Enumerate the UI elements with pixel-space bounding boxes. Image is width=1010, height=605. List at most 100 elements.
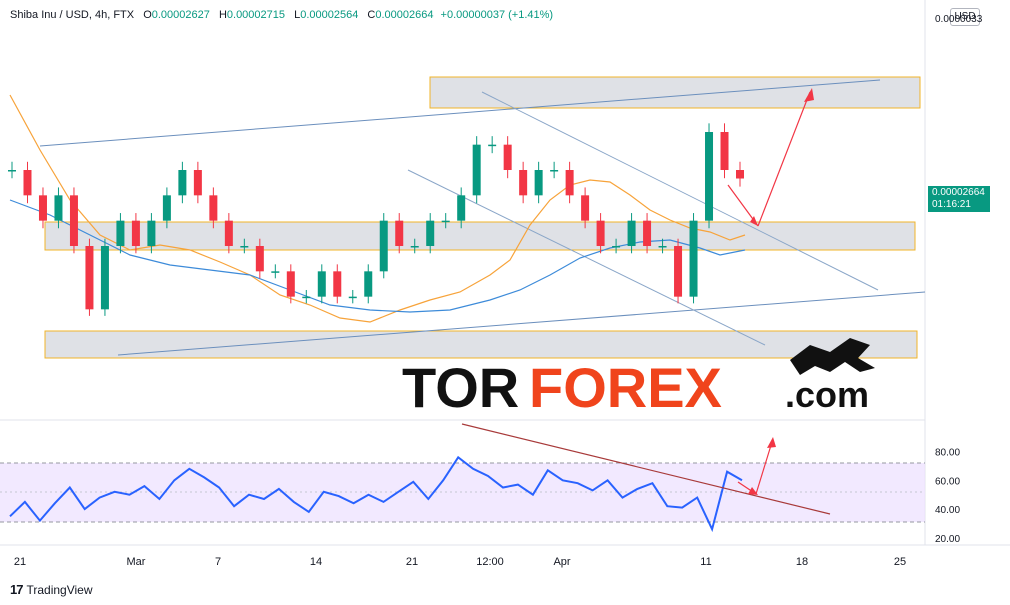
time-tick-label: 11 bbox=[700, 556, 711, 568]
candle-body bbox=[720, 132, 729, 170]
high-value: 0.00002715 bbox=[226, 9, 286, 21]
candle-body bbox=[255, 246, 264, 272]
tradingview-footer[interactable]: 17 TradingView bbox=[10, 582, 93, 597]
pullback-arrow-head bbox=[750, 216, 758, 226]
candle-body bbox=[8, 170, 16, 172]
candle-body bbox=[627, 220, 636, 246]
watermark-brand-left: TOR bbox=[402, 356, 519, 419]
candle-body bbox=[503, 144, 512, 170]
rsi-pullback-arrow-head bbox=[748, 487, 758, 495]
candle-body bbox=[54, 195, 63, 221]
candle-body bbox=[488, 144, 497, 147]
chart-canvas[interactable]: 0.00000330.000032000.000031000.000030000… bbox=[0, 0, 1010, 575]
candle-body bbox=[426, 220, 435, 246]
currency-button[interactable]: USD bbox=[950, 8, 980, 26]
rsi-target-arrow-head bbox=[767, 437, 776, 448]
time-tick-label: 12:00 bbox=[476, 556, 504, 568]
candle-body bbox=[643, 220, 652, 246]
tradingview-name: TradingView bbox=[26, 582, 93, 597]
candle-body bbox=[519, 170, 528, 196]
candle-body bbox=[581, 195, 590, 221]
time-tick-label: Apr bbox=[553, 556, 570, 568]
candle-body bbox=[348, 296, 357, 299]
candle-body bbox=[38, 195, 47, 221]
time-axis: 21 Mar 7 14 21 12:00 Apr 11 18 25 bbox=[14, 556, 906, 568]
candle-body bbox=[224, 220, 233, 246]
time-tick-label: Mar bbox=[127, 556, 146, 568]
support-zone-bottom bbox=[44, 330, 918, 359]
rsi-tick-label: 40.00 bbox=[935, 505, 960, 516]
candle-body bbox=[395, 220, 404, 246]
resistance-zone-top bbox=[429, 76, 921, 109]
time-tick-label: 14 bbox=[310, 556, 322, 568]
time-tick-label: 25 bbox=[894, 556, 906, 568]
candle-body bbox=[689, 220, 698, 297]
candle-body bbox=[193, 170, 202, 196]
rsi-tick-label: 20.00 bbox=[935, 534, 960, 545]
high-label: H bbox=[218, 9, 227, 21]
candle-body bbox=[410, 246, 419, 248]
candle-body bbox=[240, 246, 249, 248]
candle-body bbox=[364, 271, 373, 297]
candle-body bbox=[162, 195, 171, 221]
rsi-trendline bbox=[461, 423, 831, 515]
price-tick-label: 0.0000033 bbox=[935, 14, 983, 25]
candle-body bbox=[317, 271, 326, 297]
candle-body bbox=[612, 246, 621, 248]
target-arrow bbox=[757, 91, 811, 227]
candle-body bbox=[565, 170, 574, 196]
candle-body bbox=[69, 195, 78, 246]
time-tick-label: 18 bbox=[796, 556, 808, 568]
time-tick-label: 7 bbox=[215, 556, 221, 568]
channel-line-lower bbox=[407, 169, 766, 346]
tradingview-logo-icon: 17 bbox=[10, 582, 24, 597]
candle-body bbox=[23, 170, 32, 196]
rsi-line bbox=[9, 455, 743, 533]
rsi-tick-label: 80.00 bbox=[935, 448, 960, 459]
candle-body bbox=[457, 195, 466, 221]
countdown-value: 01:16:21 bbox=[932, 199, 971, 210]
change-value: +0.00000037 (+1.41%) bbox=[440, 9, 554, 21]
candle-body bbox=[596, 220, 605, 246]
torforex-watermark: TOR FOREX .com bbox=[402, 338, 875, 419]
target-arrow-head bbox=[804, 88, 814, 102]
open-value: 0.00002627 bbox=[151, 9, 210, 21]
candle-body bbox=[131, 220, 140, 246]
candle-body bbox=[116, 220, 125, 246]
candle-body bbox=[100, 246, 109, 310]
upper-trendline bbox=[39, 79, 881, 147]
last-price-value: 0.00002664 bbox=[932, 187, 985, 198]
symbol-label: Shiba Inu / USD, 4h, FTX bbox=[10, 9, 135, 21]
sma-line bbox=[9, 199, 746, 313]
rsi-target-arrow bbox=[755, 441, 773, 495]
candle-body bbox=[674, 246, 683, 297]
candle-body bbox=[441, 220, 450, 223]
last-price-badge: 0.00002664 01:16:21 bbox=[928, 186, 990, 212]
candle-body bbox=[736, 170, 744, 179]
open-label: O bbox=[143, 9, 152, 21]
time-tick-label: 21 bbox=[406, 556, 418, 568]
candle-body bbox=[209, 195, 218, 221]
price-axis: 0.00000330.000032000.000031000.000030000… bbox=[935, 14, 983, 25]
watermark-suffix: .com bbox=[785, 374, 869, 415]
bull-icon bbox=[790, 338, 875, 375]
watermark-brand-right: FOREX bbox=[529, 356, 722, 419]
candle-body bbox=[534, 170, 543, 196]
candle-body bbox=[658, 246, 667, 248]
close-value: 0.00002664 bbox=[375, 9, 434, 21]
lower-trendline bbox=[117, 291, 926, 356]
candle-body bbox=[147, 220, 156, 246]
candle-body bbox=[85, 246, 94, 310]
candle-body bbox=[178, 170, 187, 196]
candle-body bbox=[302, 296, 311, 299]
time-tick-label: 21 bbox=[14, 556, 26, 568]
support-zone-middle bbox=[44, 221, 916, 251]
rsi-axis: 80.00 60.00 40.00 20.00 bbox=[935, 448, 960, 545]
channel-line-upper bbox=[481, 91, 879, 291]
ema-line bbox=[9, 94, 746, 323]
chart-header: Shiba Inu / USD, 4h, FTX O0.00002627 H0.… bbox=[10, 9, 553, 21]
low-label: L bbox=[294, 9, 301, 21]
close-label: C bbox=[367, 9, 376, 21]
candlestick-series bbox=[8, 123, 744, 316]
candle-body bbox=[333, 271, 342, 297]
